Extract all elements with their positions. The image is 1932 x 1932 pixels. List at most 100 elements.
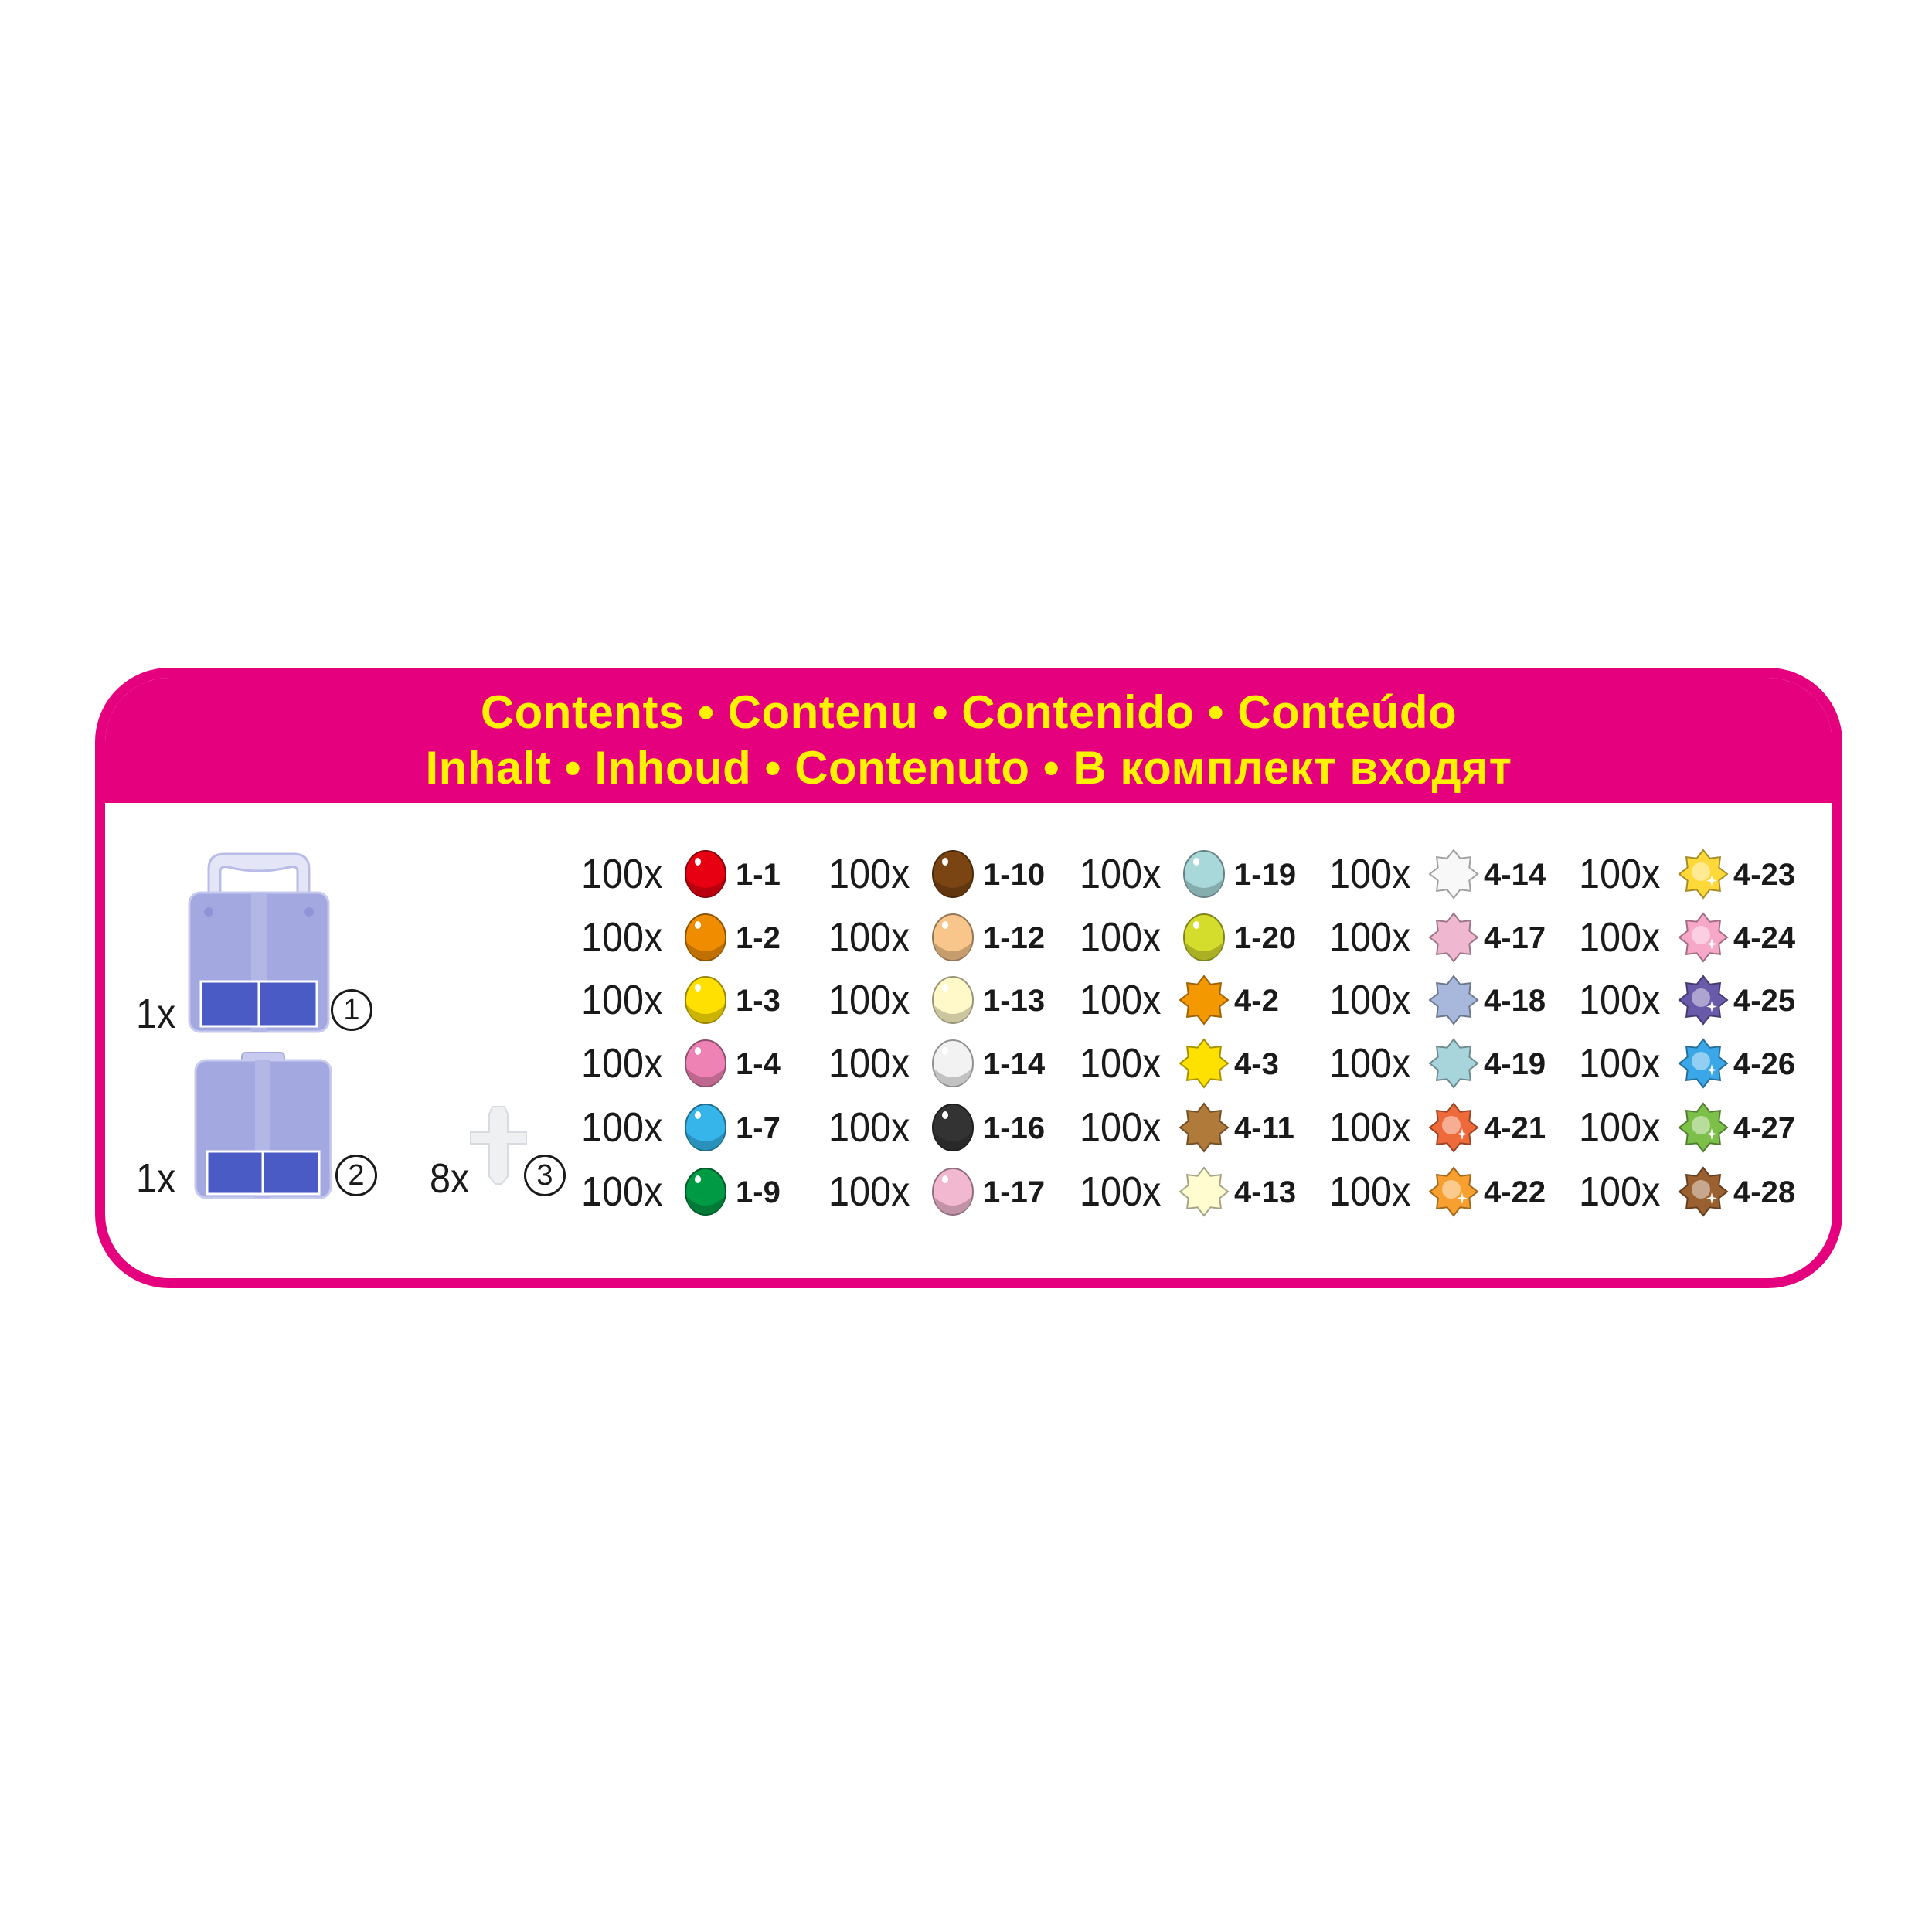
bead-quantity: 100x bbox=[1329, 1104, 1411, 1151]
round-bead-icon bbox=[932, 1168, 974, 1216]
bead-code: 1-17 bbox=[983, 1175, 1046, 1209]
bead-quantity: 100x bbox=[1579, 851, 1661, 897]
bead-quantity: 100x bbox=[1080, 977, 1162, 1023]
round-bead-icon bbox=[932, 976, 974, 1024]
bead-code: 1-2 bbox=[736, 921, 781, 955]
bead-quantity: 100x bbox=[581, 977, 663, 1023]
bead-quantity: 100x bbox=[1329, 1168, 1411, 1215]
bead-code: 1-7 bbox=[736, 1111, 781, 1145]
bead-quantity: 100x bbox=[1329, 977, 1411, 1023]
bead-code: 4-13 bbox=[1234, 1175, 1297, 1209]
accessory-qty: 1x bbox=[136, 991, 176, 1037]
round-bead-icon bbox=[932, 913, 974, 961]
bead-code: 1-1 bbox=[736, 858, 781, 892]
bead-quantity: 100x bbox=[1579, 914, 1661, 961]
bead-code: 4-23 bbox=[1733, 858, 1796, 892]
contents-panel: Contents • Contenu • Contenido • Conteúd… bbox=[95, 668, 1842, 1288]
star-bead-icon bbox=[1179, 1038, 1230, 1089]
round-bead-icon bbox=[685, 1104, 726, 1151]
bead-quantity: 100x bbox=[581, 914, 663, 961]
bead-quantity: 100x bbox=[1329, 914, 1411, 961]
bead-quantity: 100x bbox=[1080, 1168, 1162, 1215]
star-bead-icon bbox=[1179, 1102, 1230, 1153]
star-bead-icon bbox=[1678, 1038, 1729, 1089]
star-bead-icon bbox=[1678, 1102, 1729, 1153]
contents-header: Contents • Contenu • Contenido • Conteúd… bbox=[105, 678, 1832, 803]
bead-code: 4-21 bbox=[1484, 1111, 1546, 1145]
bead-quantity: 100x bbox=[1080, 1104, 1162, 1151]
bead-code: 4-24 bbox=[1733, 921, 1796, 955]
bead-code: 4-17 bbox=[1484, 921, 1546, 955]
round-bead-icon bbox=[685, 1168, 726, 1216]
bead-quantity: 100x bbox=[828, 1040, 910, 1087]
connector-peg-icon bbox=[470, 1106, 527, 1185]
bead-code: 4-3 bbox=[1234, 1047, 1279, 1081]
round-bead-icon bbox=[685, 1039, 726, 1087]
star-bead-icon bbox=[1428, 975, 1479, 1026]
bead-quantity: 100x bbox=[1579, 1104, 1661, 1151]
bead-code: 1-16 bbox=[983, 1111, 1046, 1145]
bead-quantity: 100x bbox=[1080, 851, 1162, 897]
star-bead-icon bbox=[1678, 1166, 1729, 1217]
round-bead-icon bbox=[685, 850, 726, 898]
bead-quantity: 100x bbox=[581, 1040, 663, 1087]
bead-code: 1-19 bbox=[1234, 858, 1297, 892]
bead-quantity: 100x bbox=[1579, 1168, 1661, 1215]
star-bead-icon bbox=[1428, 1166, 1479, 1217]
bead-code: 1-9 bbox=[736, 1175, 781, 1209]
round-bead-icon bbox=[1183, 913, 1225, 961]
round-bead-icon bbox=[1183, 850, 1225, 898]
bead-quantity: 100x bbox=[1329, 1040, 1411, 1087]
bead-code: 4-19 bbox=[1484, 1047, 1546, 1081]
star-bead-icon bbox=[1179, 975, 1230, 1026]
small-case-icon bbox=[194, 1052, 332, 1199]
star-bead-icon bbox=[1678, 912, 1729, 963]
round-bead-icon bbox=[932, 1039, 974, 1087]
star-bead-icon bbox=[1428, 1102, 1479, 1153]
bead-code: 1-13 bbox=[983, 984, 1046, 1018]
bead-quantity: 100x bbox=[828, 914, 910, 961]
accessory-number: 2 bbox=[335, 1155, 377, 1196]
bead-code: 4-14 bbox=[1484, 858, 1546, 892]
bead-code: 1-3 bbox=[736, 984, 781, 1018]
star-bead-icon bbox=[1428, 849, 1479, 900]
round-bead-icon bbox=[685, 976, 726, 1024]
bead-quantity: 100x bbox=[1080, 1040, 1162, 1087]
accessory-qty: 1x bbox=[136, 1155, 176, 1202]
bead-quantity: 100x bbox=[828, 851, 910, 897]
bead-code: 4-26 bbox=[1733, 1047, 1796, 1081]
bead-quantity: 100x bbox=[1579, 977, 1661, 1023]
bead-code: 1-12 bbox=[983, 921, 1046, 955]
title-line-1: Contents • Contenu • Contenido • Conteúd… bbox=[480, 686, 1458, 738]
star-bead-icon bbox=[1678, 849, 1729, 900]
title-line-2: Inhalt • Inhoud • Contenuto • В комплект… bbox=[425, 742, 1512, 794]
bead-code: 4-25 bbox=[1733, 984, 1796, 1018]
star-bead-icon bbox=[1678, 975, 1729, 1026]
bead-quantity: 100x bbox=[1579, 1040, 1661, 1087]
bead-code: 4-18 bbox=[1484, 984, 1546, 1018]
bead-code: 1-10 bbox=[983, 858, 1046, 892]
accessory-qty: 8x bbox=[430, 1155, 470, 1202]
bead-quantity: 100x bbox=[828, 1104, 910, 1151]
round-bead-icon bbox=[932, 850, 974, 898]
bead-quantity: 100x bbox=[828, 977, 910, 1023]
bead-code: 4-2 bbox=[1234, 984, 1279, 1018]
accessory-number: 1 bbox=[331, 989, 372, 1031]
bead-quantity: 100x bbox=[828, 1168, 910, 1215]
bead-quantity: 100x bbox=[1080, 914, 1162, 961]
bead-code: 1-4 bbox=[736, 1047, 781, 1081]
bead-code: 4-27 bbox=[1733, 1111, 1796, 1145]
bead-code: 1-20 bbox=[1234, 921, 1297, 955]
star-bead-icon bbox=[1428, 912, 1479, 963]
bead-quantity: 100x bbox=[1329, 851, 1411, 897]
bead-code: 4-22 bbox=[1484, 1175, 1546, 1209]
star-bead-icon bbox=[1179, 1166, 1230, 1217]
round-bead-icon bbox=[932, 1104, 974, 1151]
star-bead-icon bbox=[1428, 1038, 1479, 1089]
accessory-number: 3 bbox=[524, 1155, 566, 1196]
round-bead-icon bbox=[685, 913, 726, 961]
bead-quantity: 100x bbox=[581, 1104, 663, 1151]
bead-quantity: 100x bbox=[581, 1168, 663, 1215]
bead-code: 4-28 bbox=[1733, 1175, 1796, 1209]
bead-code: 1-14 bbox=[983, 1047, 1046, 1081]
